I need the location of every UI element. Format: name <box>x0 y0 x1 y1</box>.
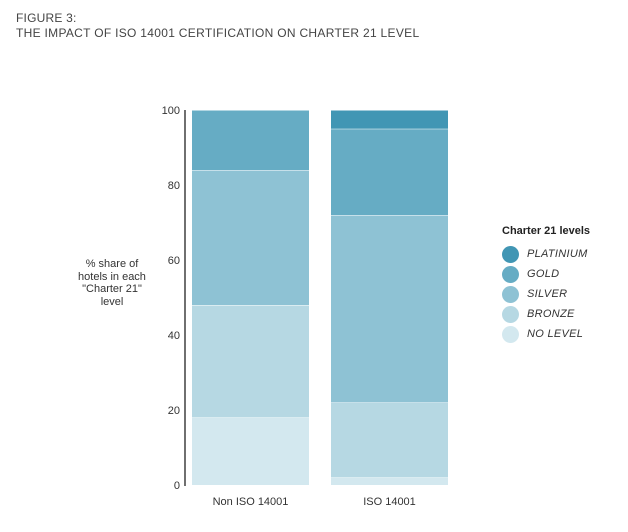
bar-segment-silver <box>192 170 309 305</box>
figure-title: THE IMPACT OF ISO 14001 CERTIFICATION ON… <box>16 26 420 40</box>
bar-segment-bronze <box>192 305 309 418</box>
bar-segment-silver <box>331 215 448 403</box>
bar-segment-gold <box>192 110 309 170</box>
legend-item: SILVER <box>502 284 590 304</box>
legend-label: PLATINIUM <box>527 248 588 260</box>
y-tick-label: 100 <box>162 105 180 117</box>
bar-segment-bronze <box>331 402 448 478</box>
x-category-label: Non ISO 14001 <box>213 496 289 508</box>
y-tick-label: 0 <box>174 480 180 492</box>
legend-item: BRONZE <box>502 304 590 324</box>
y-tick-label: 20 <box>168 405 180 417</box>
bar-segment-platinium <box>331 110 448 129</box>
legend-item: GOLD <box>502 264 590 284</box>
legend-label: GOLD <box>527 268 560 280</box>
legend: Charter 21 levels PLATINIUM GOLD SILVER BRO… <box>502 225 590 344</box>
legend-swatch <box>502 285 519 303</box>
y-tick-label: 60 <box>168 255 180 267</box>
y-axis-title-line: "Charter 21" <box>82 283 142 295</box>
y-axis-title-line: hotels in each <box>78 270 146 283</box>
y-axis-title-line: level <box>100 295 124 308</box>
legend-swatch <box>502 245 519 263</box>
x-category-label: ISO 14001 <box>363 496 416 508</box>
legend-item: NO LEVEL <box>502 324 590 344</box>
y-axis-title: % share of hotels in each "Charter 21" l… <box>64 258 160 308</box>
legend-label: SILVER <box>527 288 568 300</box>
legend-label: BRONZE <box>527 308 575 320</box>
y-tick-label: 40 <box>168 330 180 342</box>
bar-segment-no-level <box>331 477 448 485</box>
bar-segment-no-level <box>192 417 309 485</box>
figure-label: FIGURE 3: <box>16 11 77 25</box>
legend-swatch <box>502 265 519 283</box>
bar-segment-gold <box>331 128 448 215</box>
legend-label: NO LEVEL <box>527 328 584 340</box>
legend-swatch <box>502 325 519 343</box>
legend-item: PLATINIUM <box>502 244 590 264</box>
y-tick-label: 80 <box>168 180 180 192</box>
y-axis-title-line: % share of <box>85 258 139 270</box>
legend-swatch <box>502 305 519 323</box>
legend-items: PLATINIUM GOLD SILVER BRONZE NO LEVEL <box>502 244 590 344</box>
legend-title: Charter 21 levels <box>502 225 591 237</box>
